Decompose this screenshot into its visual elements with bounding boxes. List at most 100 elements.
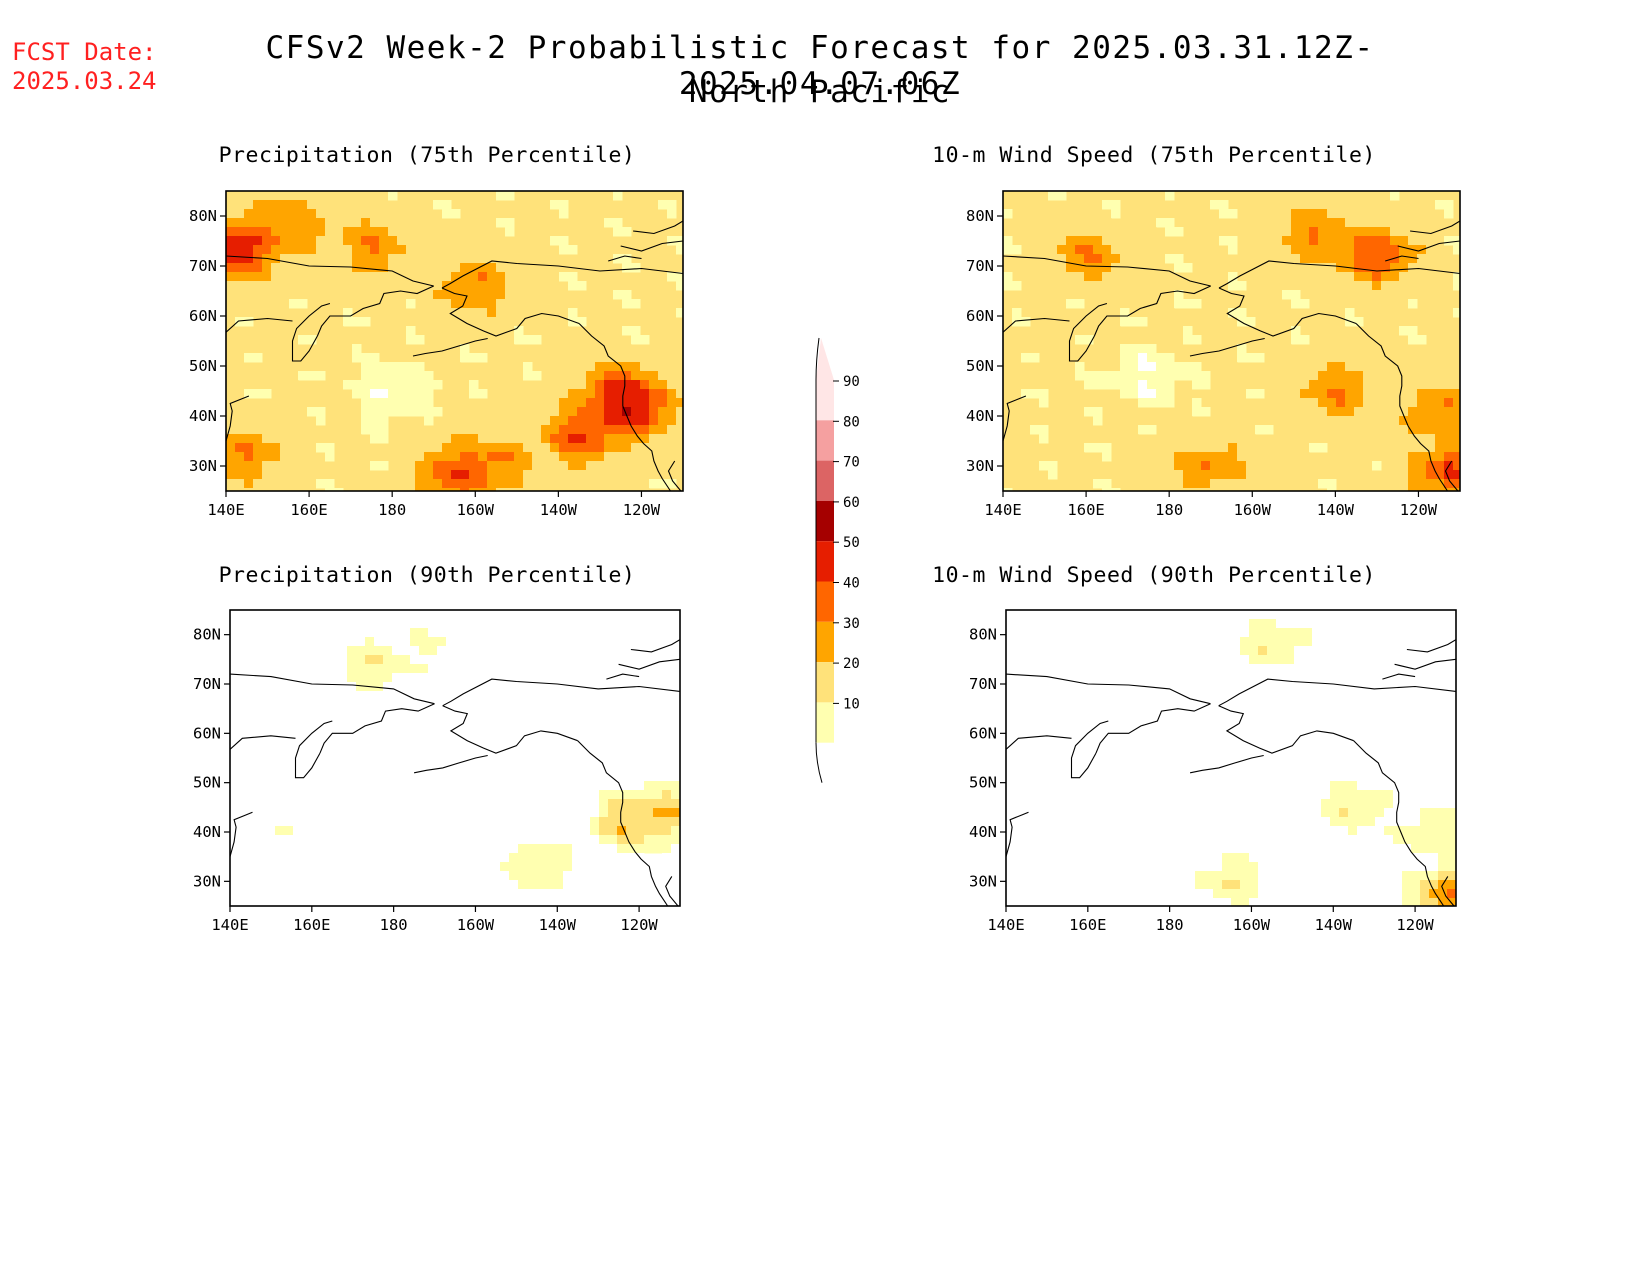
colorbar-outline (815, 337, 820, 381)
map-wind-90: 80N 70N 60N 50N 40N 30N 140E 160E 180 160W 140W 120… (969, 609, 1457, 934)
lon-tick-label: 160W (1233, 916, 1271, 934)
colorbar-box (816, 500, 834, 542)
lat-tick-label: 30N (966, 457, 994, 475)
lon-tick-label: 160W (457, 501, 495, 519)
lat-tick-label: 80N (189, 207, 217, 225)
coastline (1068, 302, 1108, 362)
lat-tick-label: 50N (969, 774, 997, 792)
lat-tick-label: 60N (189, 307, 217, 325)
lat-tick-label: 60N (193, 724, 221, 742)
coastline (578, 323, 671, 491)
lat-tick-label: 50N (966, 357, 994, 375)
lat-tick-label: 50N (193, 774, 221, 792)
coastline (442, 678, 680, 707)
coastline (1218, 678, 1456, 707)
coastline (1355, 323, 1448, 491)
lon-tick-label: 160E (1069, 916, 1106, 934)
colorbar-label: 20 (843, 656, 860, 672)
lat-tick-label: 80N (966, 207, 994, 225)
map-frame (229, 609, 681, 907)
lat-tick-label: 50N (189, 357, 217, 375)
map-frame (225, 190, 684, 492)
panel-title-precip-75: Precipitation (75th Percentile) (218, 143, 636, 168)
lat-tick-label: 30N (969, 872, 997, 890)
region-subtitle: North Pacific (688, 74, 952, 110)
colorbar-label: 30 (843, 616, 860, 632)
colorbar-label: 80 (843, 414, 860, 430)
lon-tick-label: 160W (1234, 501, 1272, 519)
colorbar-box (816, 460, 834, 501)
coastline (667, 460, 682, 491)
lon-tick-label: 140E (987, 916, 1024, 934)
lon-tick-label: 160E (293, 916, 330, 934)
panel-title-wind-90: 10-m Wind Speed (90th Percentile) (932, 563, 1376, 588)
lat-tick-label: 70N (193, 675, 221, 693)
coastline (1382, 673, 1416, 680)
coastline (230, 811, 253, 857)
coastline (230, 673, 435, 705)
lon-tick-label: 140W (539, 916, 577, 934)
lat-tick-label: 60N (966, 307, 994, 325)
coastline (319, 703, 435, 754)
map-precip-90: 80N 70N 60N 50N 40N 30N 140E 160E 180 160W 140W 120… (193, 609, 681, 934)
colorbar-box (816, 420, 834, 461)
colorbar-label: 40 (843, 576, 860, 592)
lon-tick-label: 120W (623, 501, 661, 519)
lon-tick-label: 140E (207, 501, 244, 519)
lat-tick-label: 40N (969, 823, 997, 841)
colorbar-box (816, 702, 834, 743)
coastline (1397, 240, 1460, 252)
coastline (412, 337, 488, 357)
main-title: CFSv2 Week-2 Probabilistic Forecast for … (265, 30, 1375, 102)
lon-tick-label: 160E (290, 501, 327, 519)
panel-title-precip-90: Precipitation (90th Percentile) (218, 563, 636, 588)
colorbar-label: 10 (843, 696, 860, 712)
colorbar-label: 50 (843, 535, 860, 551)
lat-tick-label: 30N (193, 872, 221, 890)
lon-tick-label: 180 (378, 501, 406, 519)
colorbar-box (816, 380, 834, 421)
lat-tick-label: 40N (193, 823, 221, 841)
coastline (442, 705, 578, 754)
coastline (441, 287, 580, 337)
coastline (606, 673, 640, 680)
lat-tick-label: 80N (193, 626, 221, 644)
colorbar-label: 90 (843, 374, 860, 390)
colorbar-box (816, 541, 834, 582)
coastline (294, 720, 333, 779)
coastline (1353, 740, 1445, 906)
colorbar-box (816, 621, 834, 663)
coastline (1189, 337, 1265, 357)
coastline (1003, 395, 1027, 442)
coastline (1189, 754, 1264, 774)
coastline (1406, 639, 1456, 653)
coastline (1095, 703, 1211, 754)
colorbar-box (816, 662, 834, 703)
lon-tick-label: 160W (457, 916, 495, 934)
coastline (226, 255, 434, 287)
map-precip-75: 80N 70N 60N 50N 40N 30N 140E 160E 180 160W 140W 120… (189, 190, 684, 519)
map-frame (1005, 609, 1457, 907)
coastline (1441, 876, 1455, 906)
coastline (1218, 287, 1357, 337)
coastline (1394, 658, 1456, 670)
map-frame (1002, 190, 1461, 492)
lon-tick-label: 120W (620, 916, 658, 934)
lon-tick-label: 180 (1156, 916, 1184, 934)
coastline (1093, 285, 1211, 337)
coastline (1006, 811, 1029, 857)
lon-tick-label: 140W (540, 501, 578, 519)
coastline (633, 220, 683, 235)
lat-tick-label: 30N (189, 457, 217, 475)
forecast-date: FCST Date: 2025.03.24 (12, 38, 157, 96)
coastline (1006, 673, 1211, 705)
colorbar-box (816, 581, 834, 622)
forecast-date-value: 2025.03.24 (12, 67, 157, 95)
coastline (608, 255, 642, 262)
coastline (1410, 220, 1460, 235)
coastline (226, 395, 250, 442)
lon-tick-label: 180 (1155, 501, 1183, 519)
forecast-date-label: FCST Date: (12, 38, 157, 66)
colorbar: 90 80 70 60 50 40 30 20 10 (815, 337, 860, 783)
lon-tick-label: 140E (984, 501, 1021, 519)
